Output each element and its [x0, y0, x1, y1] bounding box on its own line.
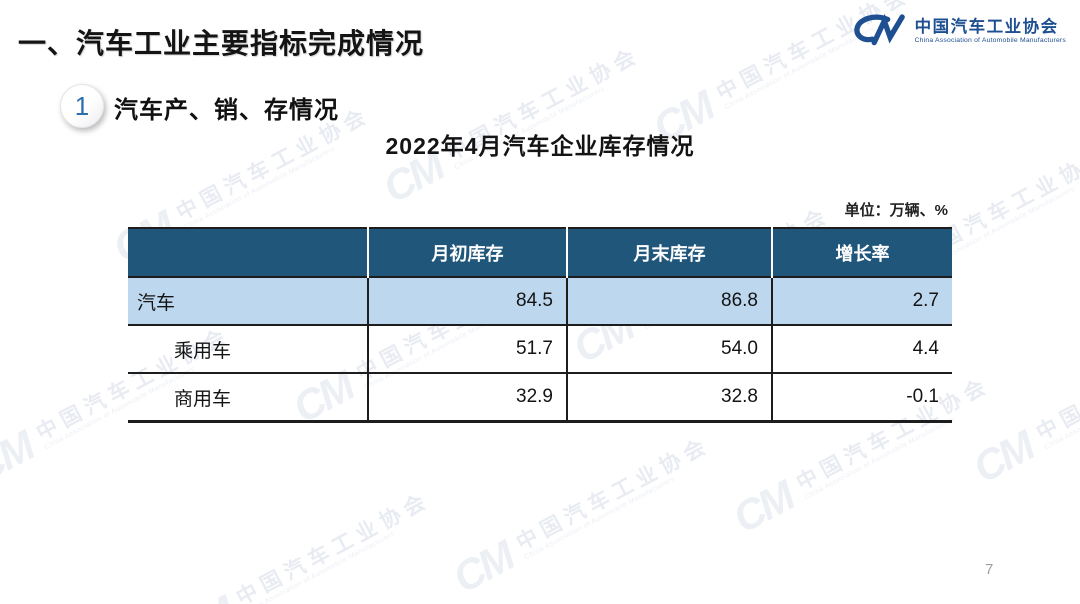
unit-label: 单位：万辆、% — [844, 202, 948, 219]
row-label: 乘用车 — [128, 324, 368, 373]
column-header-category — [128, 228, 368, 277]
inventory-table: 月初库存 月末库存 增长率 汽车 84.5 86.8 2.7 乘用车 51.7 … — [128, 227, 952, 423]
row-label: 汽车 — [128, 276, 368, 325]
watermark-text: 中国汽车工业协会 — [512, 432, 715, 555]
watermark-subtext: China Association of Automobile Manufact… — [523, 475, 677, 561]
caam-watermark-icon: CM — [0, 422, 40, 492]
table-row: 商用车 32.9 32.8 -0.1 — [128, 372, 952, 422]
cell-month-end: 86.8 — [566, 276, 772, 325]
caam-logo-text: 中国汽车工业协会 China Association of Automobile… — [915, 18, 1066, 45]
caam-watermark-icon: CM — [965, 422, 1040, 492]
cell-month-start: 32.9 — [367, 372, 567, 422]
table-title: 2022年4月汽车企业库存情况 — [385, 133, 695, 159]
cell-growth-rate: -0.1 — [771, 372, 952, 422]
section-title: 汽车产、销、存情况 — [114, 97, 339, 124]
cell-growth-rate: 2.7 — [771, 276, 952, 325]
caam-logo-name-en: China Association of Automobile Manufact… — [914, 36, 1066, 44]
table-row: 汽车 84.5 86.8 2.7 — [128, 276, 952, 325]
cell-growth-rate: 4.4 — [771, 324, 952, 373]
caam-watermark-icon: CM — [725, 472, 800, 542]
page-title: 一、汽车工业主要指标完成情况 — [18, 28, 425, 59]
cell-month-end: 54.0 — [566, 324, 772, 373]
cell-month-end: 32.8 — [566, 372, 772, 422]
table-header-row: 月初库存 月末库存 增长率 — [128, 228, 952, 277]
watermark-subtext: China Association of Automobile Manufact… — [243, 530, 397, 604]
caam-cm-logo-icon — [853, 13, 905, 46]
section-number-badge: 1 — [60, 84, 104, 128]
row-label: 商用车 — [128, 372, 368, 422]
watermark-text: 中国汽车工业协会 — [1032, 322, 1080, 445]
section-number: 1 — [74, 90, 90, 121]
column-header-growth-rate: 增长率 — [771, 228, 952, 277]
page-number: 7 — [985, 561, 994, 578]
column-header-month-end: 月末库存 — [566, 228, 772, 277]
watermark-subtext: China Association of Automobile Manufact… — [1043, 365, 1080, 451]
cell-month-start: 51.7 — [367, 324, 567, 373]
table-row: 乘用车 51.7 54.0 4.4 — [128, 324, 952, 373]
column-header-month-start: 月初库存 — [367, 228, 567, 277]
caam-watermark-icon: CM — [166, 587, 241, 604]
cell-month-start: 84.5 — [367, 276, 567, 325]
watermark-text: 中国汽车工业协会 — [232, 487, 435, 604]
caam-logo-name-cn: 中国汽车工业协会 — [914, 17, 1059, 36]
caam-watermark-icon: CM — [445, 532, 520, 602]
caam-logo: 中国汽车工业协会 China Association of Automobile… — [851, 12, 1066, 50]
